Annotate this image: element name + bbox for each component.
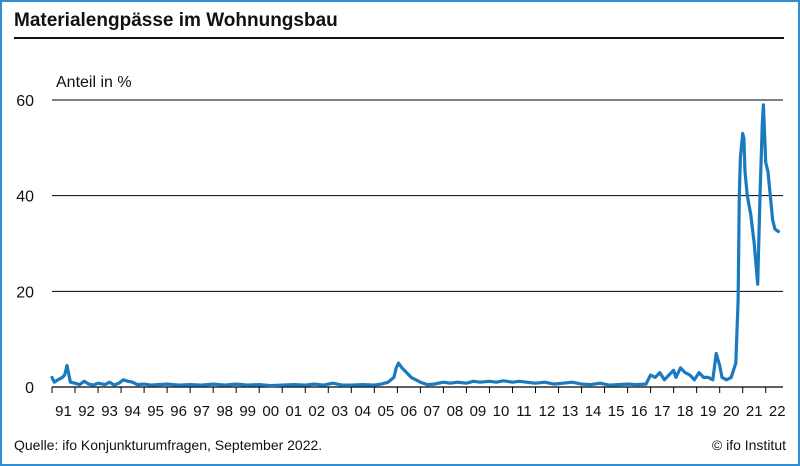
x-tick-label: 07 [424,403,441,420]
x-tick-label: 97 [193,403,210,420]
x-tick-label: 18 [677,403,694,420]
copyright-note: © ifo Institut [711,437,786,453]
x-tick-label: 22 [769,403,786,420]
y-tick-label: 60 [16,93,34,110]
source-note: Quelle: ifo Konjunkturumfragen, Septembe… [14,437,323,453]
x-tick-label: 09 [470,403,487,420]
x-tick-label: 02 [308,403,325,420]
x-tick-label: 03 [331,403,348,420]
series-line-0 [50,103,781,388]
title-divider [14,37,784,39]
x-tick-label: 94 [124,403,141,420]
y-tick-label: 20 [16,284,34,301]
x-tick-label: 98 [216,403,233,420]
x-tick-label: 17 [654,403,671,420]
x-tick-label: 95 [147,403,164,420]
x-tick-label: 13 [562,403,579,420]
x-tick-label: 96 [170,403,187,420]
y-tick-label: 40 [16,189,34,206]
x-tick-label: 16 [631,403,648,420]
x-tick-label: 21 [746,403,763,420]
x-tick-label: 12 [539,403,556,420]
y-axis-label: Anteil in % [56,74,132,91]
x-tick-label: 01 [285,403,302,420]
x-tick-label: 10 [493,403,510,420]
x-tick-label: 92 [78,403,95,420]
x-tick-label: 93 [101,403,118,420]
x-tick-label: 00 [262,403,279,420]
x-tick-label: 91 [55,403,72,420]
y-tick-label: 0 [25,380,34,397]
x-tick-label: 99 [239,403,256,420]
x-tick-label: 08 [447,403,464,420]
x-tick-label: 19 [700,403,717,420]
x-tick-label: 06 [401,403,418,420]
x-tick-label: 15 [608,403,625,420]
chart-title: Materialengpässe im Wohnungsbau [14,10,338,31]
x-tick-label: 11 [516,403,532,420]
x-tick-label: 20 [723,403,740,420]
x-tick-label: 14 [585,403,602,420]
x-tick-label: 04 [354,403,371,420]
x-tick-label: 05 [377,403,394,420]
